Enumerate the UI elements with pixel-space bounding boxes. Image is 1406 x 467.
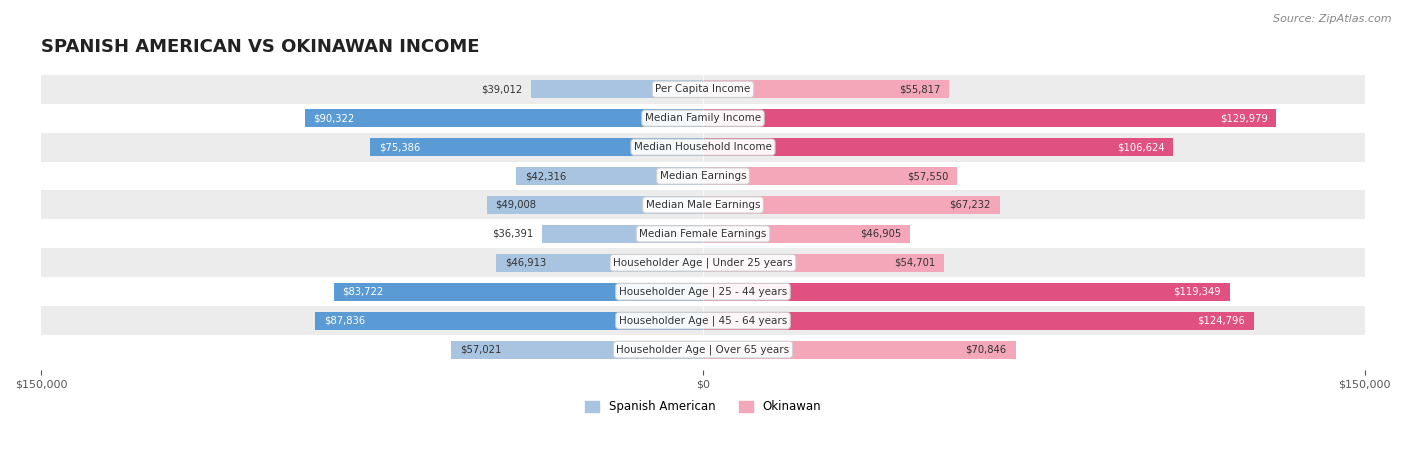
- Bar: [41, 75, 1365, 104]
- Text: $39,012: $39,012: [481, 84, 522, 94]
- Text: SPANISH AMERICAN VS OKINAWAN INCOME: SPANISH AMERICAN VS OKINAWAN INCOME: [41, 38, 479, 57]
- Bar: [41, 104, 1365, 133]
- Bar: [516, 167, 703, 185]
- Bar: [531, 80, 703, 98]
- Bar: [451, 340, 703, 359]
- Bar: [703, 138, 1174, 156]
- Text: $46,913: $46,913: [505, 258, 546, 268]
- Legend: Spanish American, Okinawan: Spanish American, Okinawan: [581, 396, 825, 418]
- Text: $83,722: $83,722: [343, 287, 384, 297]
- Text: Median Female Earnings: Median Female Earnings: [640, 229, 766, 239]
- Text: $67,232: $67,232: [949, 200, 991, 210]
- Bar: [315, 311, 703, 330]
- Text: Per Capita Income: Per Capita Income: [655, 84, 751, 94]
- Bar: [703, 80, 949, 98]
- Bar: [41, 191, 1365, 219]
- Bar: [703, 225, 910, 243]
- Bar: [41, 306, 1365, 335]
- Bar: [486, 196, 703, 214]
- Text: $42,316: $42,316: [524, 171, 567, 181]
- Bar: [41, 162, 1365, 191]
- Bar: [703, 311, 1254, 330]
- Text: Householder Age | 25 - 44 years: Householder Age | 25 - 44 years: [619, 286, 787, 297]
- Text: Median Household Income: Median Household Income: [634, 142, 772, 152]
- Text: Median Family Income: Median Family Income: [645, 113, 761, 123]
- Text: $106,624: $106,624: [1116, 142, 1164, 152]
- Text: Householder Age | Over 65 years: Householder Age | Over 65 years: [616, 344, 790, 355]
- Text: $57,550: $57,550: [907, 171, 948, 181]
- Text: $54,701: $54,701: [894, 258, 935, 268]
- Bar: [41, 277, 1365, 306]
- Bar: [41, 335, 1365, 364]
- Bar: [703, 254, 945, 272]
- Text: $70,846: $70,846: [966, 345, 1007, 354]
- Bar: [496, 254, 703, 272]
- Text: $46,905: $46,905: [860, 229, 901, 239]
- Text: $119,349: $119,349: [1173, 287, 1220, 297]
- Text: $57,021: $57,021: [460, 345, 502, 354]
- Bar: [333, 283, 703, 301]
- Bar: [703, 109, 1277, 127]
- Text: Median Earnings: Median Earnings: [659, 171, 747, 181]
- Text: $55,817: $55,817: [898, 84, 941, 94]
- Text: $49,008: $49,008: [496, 200, 537, 210]
- Bar: [703, 167, 957, 185]
- Bar: [370, 138, 703, 156]
- Bar: [305, 109, 703, 127]
- Bar: [703, 196, 1000, 214]
- Text: Median Male Earnings: Median Male Earnings: [645, 200, 761, 210]
- Bar: [41, 248, 1365, 277]
- Text: $75,386: $75,386: [380, 142, 420, 152]
- Text: $124,796: $124,796: [1197, 316, 1244, 325]
- Text: Householder Age | 45 - 64 years: Householder Age | 45 - 64 years: [619, 315, 787, 326]
- Text: Source: ZipAtlas.com: Source: ZipAtlas.com: [1274, 14, 1392, 24]
- Text: Householder Age | Under 25 years: Householder Age | Under 25 years: [613, 258, 793, 268]
- Bar: [41, 219, 1365, 248]
- Bar: [703, 340, 1015, 359]
- Text: $129,979: $129,979: [1220, 113, 1268, 123]
- Text: $90,322: $90,322: [314, 113, 354, 123]
- Bar: [41, 133, 1365, 162]
- Text: $87,836: $87,836: [325, 316, 366, 325]
- Bar: [703, 283, 1229, 301]
- Text: $36,391: $36,391: [492, 229, 534, 239]
- Bar: [543, 225, 703, 243]
